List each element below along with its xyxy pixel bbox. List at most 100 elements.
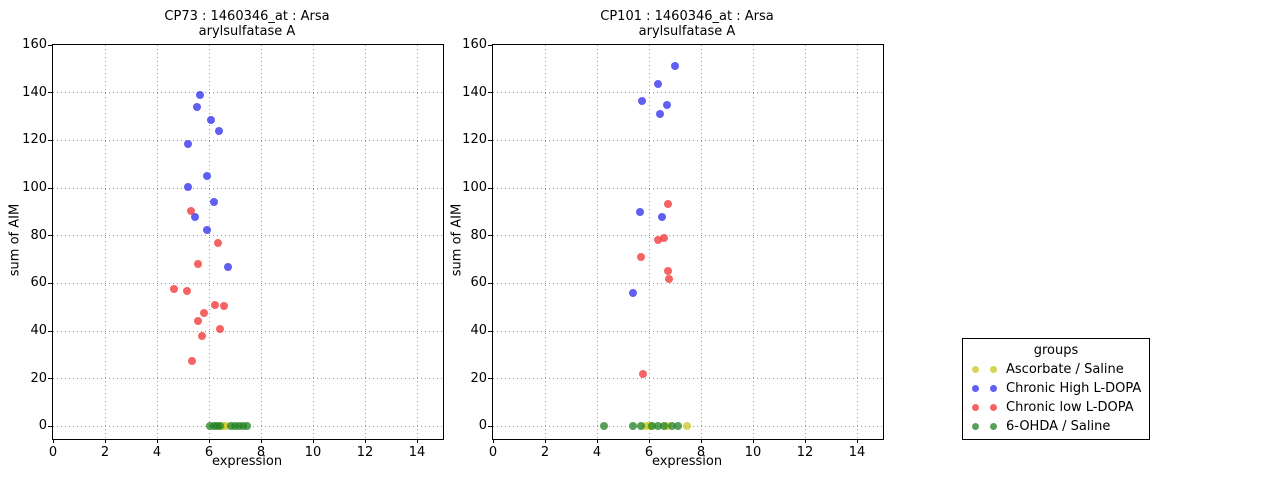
scatter-point [202,172,211,181]
x-axis-tick [544,439,546,443]
legend-label: 6-OHDA / Saline [1006,419,1111,434]
right-plot-title: CP101 : 1460346_at : Arsa arylsulfatase … [492,9,882,39]
scatter-point [202,225,211,234]
x-gridline [700,45,702,439]
scatter-point [660,422,669,431]
y-gridline [493,282,883,284]
y-tick-label: 160 [22,37,47,52]
chronic-low-ldopa-marker-icon [972,404,979,411]
right-plot-area: 0 2 4 6 8 10 12 14 0 20 40 60 80 100 120 140 160 [462,37,884,460]
y-axis-tick [488,282,492,284]
x-gridline [752,45,754,439]
y-axis-tick [48,235,52,237]
x-tick-label: 0 [48,445,58,460]
scatter-point [647,422,656,431]
chronic-low-ldopa-marker-icon [990,404,997,411]
scatter-point [169,285,178,294]
x-axis-tick [752,439,754,443]
y-tick-label: 120 [462,132,487,148]
x-tick-label: 0 [488,445,498,460]
scatter-point [183,182,192,191]
scatter-point [215,324,224,333]
scatter-point [214,126,223,135]
y-tick-label: 0 [478,418,487,434]
scatter-point [641,422,650,431]
y-axis-tick [488,139,492,141]
y-tick-label: 140 [22,84,47,100]
x-gridline [208,45,210,439]
y-tick-label: 80 [470,227,487,243]
scatter-point [200,309,209,318]
y-axis-tick [48,44,52,46]
ascorbate-saline-marker-icon [972,366,979,373]
x-gridline [544,45,546,439]
x-tick-label: 6 [204,445,214,460]
x-gridline [104,45,106,439]
x-gridline [648,45,650,439]
chronic-high-ldopa-marker-icon [990,385,997,392]
x-tick-label: 12 [796,445,814,460]
y-axis-tick [488,92,492,94]
legend-label: Chronic low L-DOPA [1006,400,1134,415]
x-gridline [416,45,418,439]
x-axis-tick [596,439,598,443]
y-axis-tick [48,330,52,332]
scatter-point [183,139,192,148]
y-tick-label: 80 [30,227,47,243]
y-gridline [493,139,883,141]
left-plot-title-line1: CP73 : 1460346_at : Arsa [164,9,330,24]
y-tick-label: 60 [470,275,487,291]
x-tick-label: 12 [356,445,374,460]
x-axis-tick [856,439,858,443]
scatter-point [197,331,206,340]
x-tick-label: 4 [592,445,602,460]
scatter-point [628,422,637,431]
right-x-axis-label: expression [651,454,723,469]
y-gridline [53,187,443,189]
scatter-point [220,301,229,310]
scatter-point [682,422,691,431]
y-gridline [493,378,883,380]
scatter-point [207,116,216,125]
x-gridline [804,45,806,439]
scatter-point [187,206,196,215]
scatter-point [662,100,671,109]
scatter-point [671,62,679,71]
ohda-saline-marker-icon [972,423,979,430]
y-axis-tick [488,425,492,427]
scatter-point [221,422,230,431]
x-gridline [312,45,314,439]
x-gridline [856,45,858,439]
scatter-point [636,253,645,262]
scatter-point [654,422,663,431]
y-gridline [493,235,883,237]
y-gridline [53,330,443,332]
left-plot-title: CP73 : 1460346_at : Arsa arylsulfatase A [52,9,442,39]
scatter-point [653,80,662,89]
x-gridline [260,45,262,439]
scatter-point [223,262,232,271]
y-gridline [53,92,443,94]
x-axis-tick [364,439,366,443]
y-axis-tick [48,378,52,380]
x-gridline [156,45,158,439]
x-tick-label: 10 [744,445,762,460]
scatter-point [635,207,644,216]
scatter-point [665,274,674,283]
legend: groups Ascorbate / Saline Chronic High L… [962,338,1150,440]
y-tick-label: 40 [470,323,487,339]
y-tick-label: 120 [22,132,47,148]
x-axis-tick [416,439,418,443]
legend-row: 6-OHDA / Saline [963,417,1149,436]
ohda-saline-marker-icon [990,423,997,430]
y-axis-tick [488,330,492,332]
scatter-point [194,317,203,326]
scatter-point [664,199,673,208]
scatter-point [660,234,669,243]
scatter-point [654,236,663,245]
legend-label: Ascorbate / Saline [1006,362,1124,377]
y-gridline [53,282,443,284]
legend-title: groups [1033,343,1079,358]
scatter-point [190,212,199,221]
y-gridline [493,187,883,189]
